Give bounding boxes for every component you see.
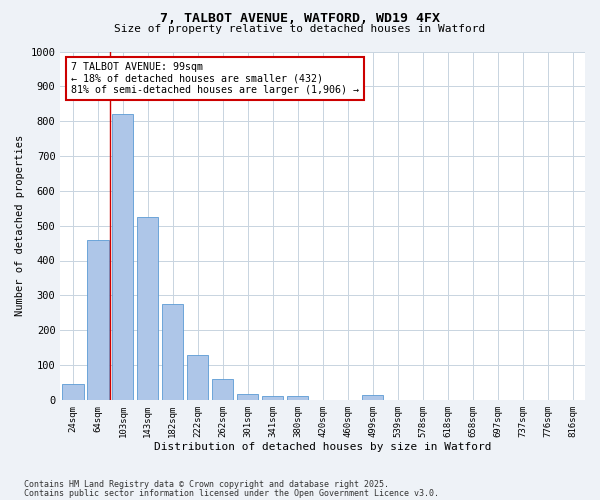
Y-axis label: Number of detached properties: Number of detached properties — [15, 135, 25, 316]
Bar — [262, 396, 283, 400]
Text: 7, TALBOT AVENUE, WATFORD, WD19 4FX: 7, TALBOT AVENUE, WATFORD, WD19 4FX — [160, 12, 440, 26]
Bar — [162, 304, 184, 400]
Bar — [287, 396, 308, 400]
X-axis label: Distribution of detached houses by size in Watford: Distribution of detached houses by size … — [154, 442, 491, 452]
Bar — [187, 354, 208, 400]
Text: 7 TALBOT AVENUE: 99sqm
← 18% of detached houses are smaller (432)
81% of semi-de: 7 TALBOT AVENUE: 99sqm ← 18% of detached… — [71, 62, 359, 95]
Text: Contains public sector information licensed under the Open Government Licence v3: Contains public sector information licen… — [24, 488, 439, 498]
Bar — [112, 114, 133, 400]
Text: Size of property relative to detached houses in Watford: Size of property relative to detached ho… — [115, 24, 485, 34]
Text: Contains HM Land Registry data © Crown copyright and database right 2025.: Contains HM Land Registry data © Crown c… — [24, 480, 389, 489]
Bar — [212, 379, 233, 400]
Bar — [362, 394, 383, 400]
Bar — [237, 394, 259, 400]
Bar — [137, 217, 158, 400]
Bar — [87, 240, 109, 400]
Bar — [62, 384, 83, 400]
